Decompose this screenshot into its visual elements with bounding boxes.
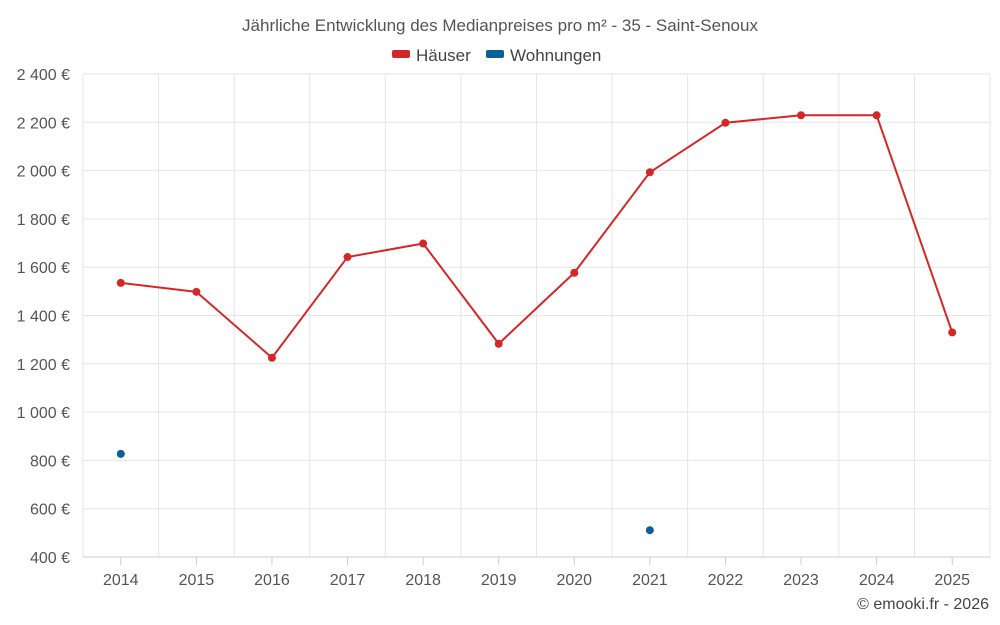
x-tick-label: 2016 (254, 572, 290, 589)
y-tick-label: 1 400 € (17, 309, 70, 326)
y-tick-label: 400 € (30, 550, 70, 567)
data-point-hauser[interactable] (267, 353, 276, 362)
data-point-hauser[interactable] (419, 239, 428, 248)
series-layer (116, 111, 957, 535)
data-point-hauser[interactable] (948, 328, 957, 337)
data-point-hauser[interactable] (645, 168, 654, 177)
data-point-hauser[interactable] (343, 253, 352, 262)
data-point-hauser[interactable] (872, 111, 881, 120)
data-point-hauser[interactable] (797, 111, 806, 120)
data-point-hauser[interactable] (192, 287, 201, 296)
x-tick-label: 2020 (556, 572, 592, 589)
x-tick-label: 2019 (481, 572, 517, 589)
data-point-hauser[interactable] (570, 268, 579, 277)
x-tick-label: 2018 (405, 572, 441, 589)
y-tick-label: 1 800 € (17, 212, 70, 229)
legend-swatch-hauser (392, 50, 410, 58)
grid (82, 73, 991, 557)
x-tick-label: 2015 (179, 572, 215, 589)
y-tick-label: 800 € (30, 453, 70, 470)
y-tick-label: 2 200 € (17, 115, 70, 132)
x-tick-label: 2014 (103, 572, 139, 589)
series-wohnungen (116, 449, 654, 535)
series-line-hauser (120, 114, 954, 359)
y-tick-label: 2 000 € (17, 164, 70, 181)
legend-label-hauser: Häuser (416, 46, 471, 65)
x-tick-label: 2024 (859, 572, 895, 589)
y-tick-label: 2 400 € (17, 67, 70, 84)
x-tick-label: 2022 (708, 572, 744, 589)
data-point-wohnungen[interactable] (116, 449, 125, 458)
chart-title: Jährliche Entwicklung des Medianpreises … (242, 16, 758, 35)
data-point-wohnungen[interactable] (645, 526, 654, 535)
x-tick-label: 2023 (783, 572, 819, 589)
data-point-hauser[interactable] (721, 118, 730, 127)
data-point-hauser[interactable] (116, 278, 125, 287)
credit-text: © emooki.fr - 2026 (857, 596, 989, 613)
legend-swatch-wohnungen (486, 50, 504, 58)
legend: Häuser Wohnungen (392, 46, 601, 65)
legend-item-hauser[interactable]: Häuser (392, 46, 471, 65)
x-tick-label: 2017 (330, 572, 366, 589)
legend-label-wohnungen: Wohnungen (510, 46, 601, 65)
series-hauser (116, 111, 957, 362)
legend-item-wohnungen[interactable]: Wohnungen (486, 46, 601, 65)
y-tick-label: 1 000 € (17, 405, 70, 422)
x-tick-label: 2025 (934, 572, 970, 589)
y-tick-label: 600 € (30, 502, 70, 519)
data-point-hauser[interactable] (494, 339, 503, 348)
y-tick-label: 1 200 € (17, 357, 70, 374)
x-axis: 2014 2015 2016 2017 2018 2019 2020 2021 2022 2023… (83, 556, 990, 589)
x-tick-label: 2021 (632, 572, 668, 589)
y-tick-label: 1 600 € (17, 260, 70, 277)
y-axis: 400 € 600 € 800 € 1 000 € 1 200 € 1 400 € 1 60… (17, 67, 70, 567)
